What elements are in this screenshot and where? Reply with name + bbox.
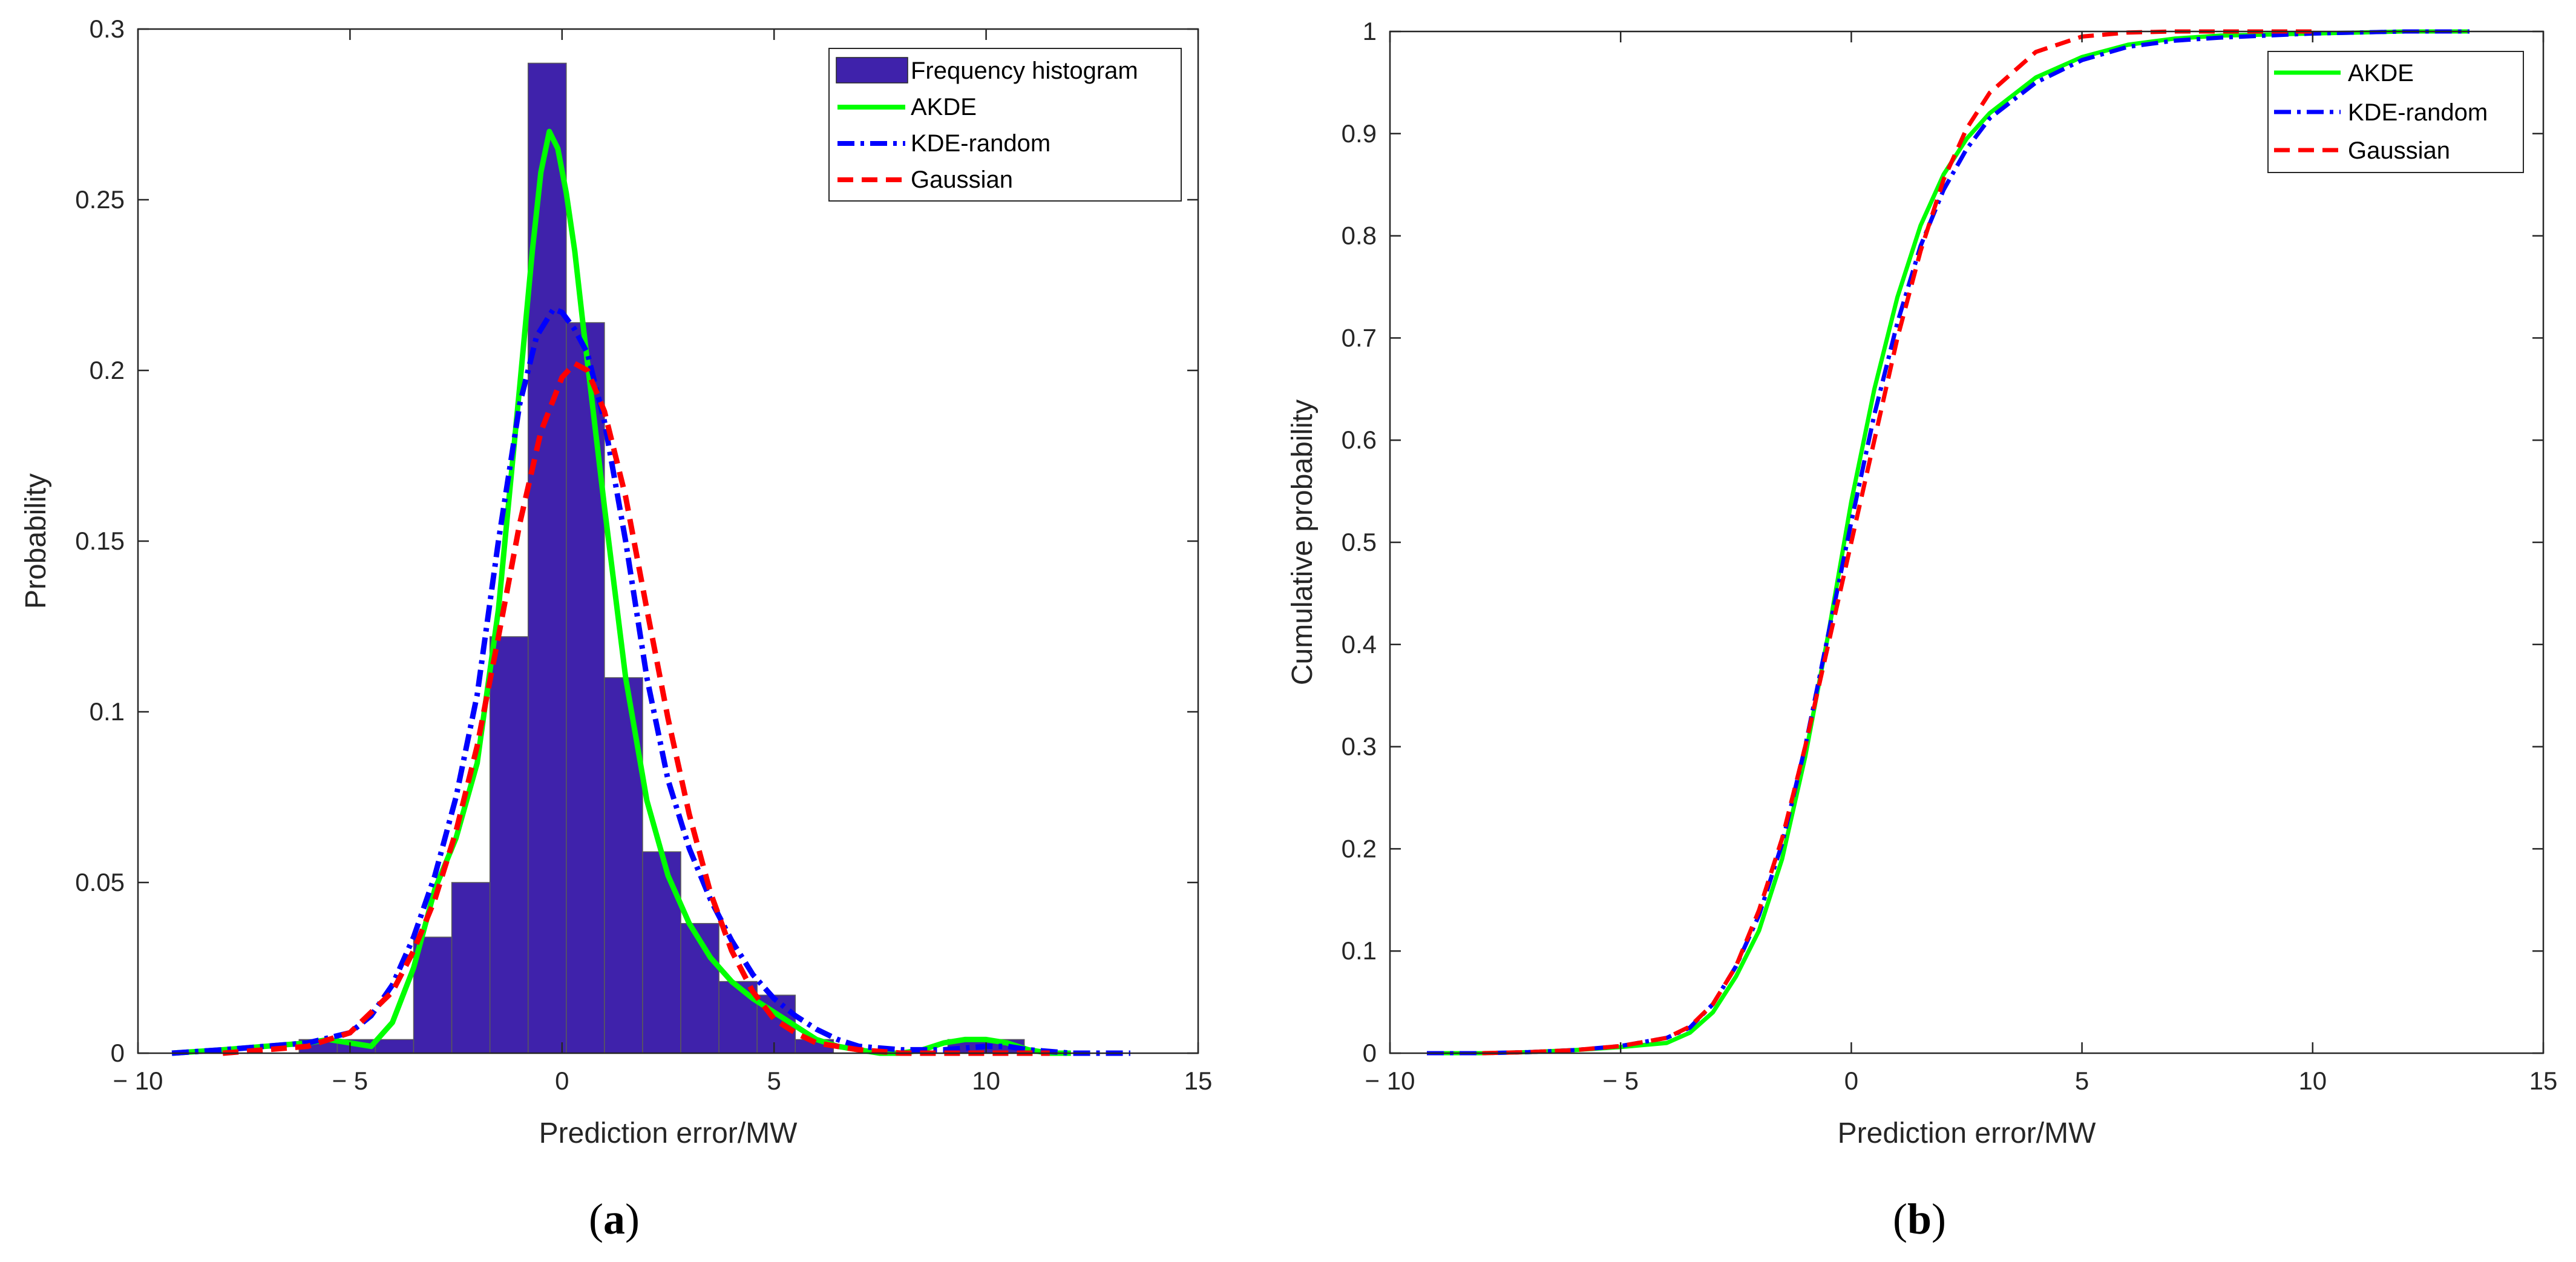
caption-b: (b): [1893, 1195, 1946, 1243]
chart-a-ylabel: Probability: [20, 473, 52, 609]
histogram-bar: [642, 851, 681, 1054]
chart-a-lines: [171, 128, 1130, 1056]
chart-b-ticks: − 10 − 5 0 5 10 15 0 0.1 0.2 0.3 0.4 0.5 0.6 0.7 0.8 0.…: [1342, 17, 2558, 1095]
legend-label-gaussian: Gaussian: [911, 166, 1013, 193]
y-tick-label: 0.1: [1342, 936, 1377, 965]
chart-b-legend: AKDE KDE-random Gaussian: [2267, 51, 2524, 173]
x-tick-label: 15: [1184, 1066, 1213, 1095]
histogram-bar: [566, 322, 605, 1054]
y-tick-label: 0.8: [1342, 222, 1377, 250]
x-tick-label: − 5: [332, 1066, 369, 1095]
caption-b-open: (: [1893, 1195, 1907, 1243]
chart-b: − 10 − 5 0 5 10 15 0 0.1 0.2 0.3 0.4 0.5 0.6 0.7 0.8 0.…: [1286, 17, 2557, 1149]
series-line-kde-random: [171, 306, 1130, 1056]
histogram-bar: [413, 936, 453, 1054]
histogram-bar: [489, 636, 529, 1054]
y-tick-label: 0: [1363, 1039, 1377, 1067]
caption-b-letter: b: [1907, 1195, 1932, 1243]
x-tick-label: − 10: [113, 1066, 163, 1095]
series-line-gaussian: [222, 361, 1050, 1056]
legend-label-akde: AKDE: [911, 94, 977, 120]
y-tick-label: 0.1: [90, 697, 125, 726]
chart-a-xlabel: Prediction error/MW: [539, 1117, 798, 1149]
x-tick-label: 5: [2075, 1066, 2089, 1095]
series-line-akde: [1427, 29, 2469, 1056]
legend-label-kde-random-b: KDE-random: [2348, 99, 2488, 126]
chart-b-xlabel: Prediction error/MW: [1838, 1117, 2096, 1149]
x-tick-label: − 10: [1365, 1066, 1415, 1095]
legend-swatch-histogram: [836, 57, 908, 84]
y-tick-label: 0.5: [1342, 528, 1377, 556]
chart-a-ticks: − 10 − 5 0 5 10 15 0 0.05 0.1 0.15 0.2 0.25 0.3: [75, 15, 1212, 1095]
legend-label-gaussian-b: Gaussian: [2348, 137, 2450, 164]
y-tick-label: 0.3: [90, 15, 125, 43]
y-tick-label: 0.2: [90, 356, 125, 384]
caption-b-close: ): [1932, 1195, 1946, 1243]
chart-a: − 10 − 5 0 5 10 15 0 0.05 0.1 0.15 0.2 0.25 0.3 Pred…: [20, 15, 1212, 1149]
y-tick-label: 0.7: [1342, 323, 1377, 352]
y-tick-label: 0.2: [1342, 834, 1377, 863]
y-tick-label: 0: [111, 1039, 125, 1067]
histogram-bar: [451, 882, 491, 1054]
x-tick-label: 5: [767, 1066, 781, 1095]
chart-b-lines: [1427, 29, 2469, 1056]
caption-a: (a): [589, 1195, 640, 1243]
y-tick-label: 0.6: [1342, 426, 1377, 454]
histogram-bar: [375, 1039, 415, 1054]
x-tick-label: 0: [1844, 1066, 1858, 1095]
x-tick-label: 15: [2529, 1066, 2558, 1095]
caption-a-letter: a: [603, 1195, 625, 1243]
x-tick-label: 10: [2298, 1066, 2327, 1095]
y-tick-label: 0.3: [1342, 732, 1377, 761]
y-tick-label: 0.05: [75, 868, 125, 896]
x-tick-label: − 5: [1602, 1066, 1639, 1095]
x-tick-label: 10: [972, 1066, 1000, 1095]
chart-b-plot-area: [1390, 31, 2543, 1053]
legend-label-akde-b: AKDE: [2348, 60, 2414, 87]
series-line-gaussian: [1482, 29, 2313, 1056]
y-tick-label: 0.15: [75, 527, 125, 555]
chart-a-legend: Frequency histogram AKDE KDE-random Gaus…: [828, 48, 1182, 202]
chart-b-ylabel: Cumulative probability: [1286, 399, 1319, 685]
legend-label-histogram: Frequency histogram: [911, 58, 1138, 84]
caption-a-open: (: [589, 1195, 603, 1243]
histogram-bar: [527, 62, 567, 1054]
caption-a-close: ): [625, 1195, 640, 1243]
y-tick-label: 0.25: [75, 185, 125, 214]
legend-label-kde-random: KDE-random: [911, 130, 1050, 157]
y-tick-label: 1: [1363, 17, 1377, 45]
y-tick-label: 0.4: [1342, 630, 1377, 659]
x-tick-label: 0: [555, 1066, 569, 1095]
y-tick-label: 0.9: [1342, 119, 1377, 148]
